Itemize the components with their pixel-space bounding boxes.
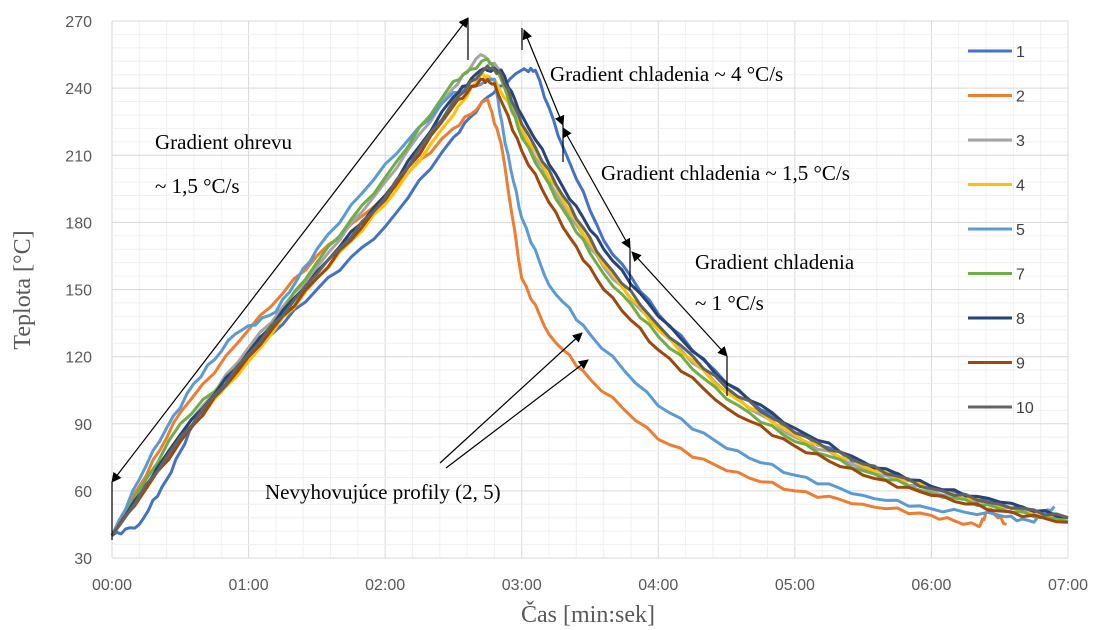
legend-label-1: 1: [1016, 44, 1025, 61]
legend-label-4: 4: [1016, 178, 1025, 195]
legend-label-9: 9: [1016, 356, 1025, 373]
x-tick-label: 03:00: [502, 577, 542, 594]
annotations: Gradient ohrevu ~ 1,5 °C/s Gradient chlade…: [155, 62, 855, 504]
x-tick-label: 02:00: [365, 577, 405, 594]
y-tick-label: 180: [65, 215, 92, 232]
x-tick-label: 01:00: [229, 577, 269, 594]
x-tick-labels: 00:00 01:00 02:00 03:00 04:00 05:00 06:00 07:00: [92, 577, 1088, 594]
annotation-ohrev1: Gradient ohrevu: [155, 130, 293, 154]
x-axis-title: Čas [min:sek]: [521, 601, 655, 628]
legend-label-3: 3: [1016, 133, 1025, 150]
annotation-arrow: [111, 17, 469, 483]
y-tick-label: 240: [65, 81, 92, 98]
annotation-arrow: [631, 251, 728, 357]
legend-label-8: 8: [1016, 311, 1025, 328]
y-tick-label: 60: [74, 484, 92, 501]
annotation-chl4: Gradient chladenia ~ 4 °C/s: [550, 62, 783, 86]
annotation-chl1a: Gradient chladenia: [695, 250, 855, 274]
legend-label-2: 2: [1016, 89, 1025, 106]
grid: [111, 20, 1069, 559]
x-tick-label: 00:00: [92, 577, 132, 594]
annotation-arrow: [522, 29, 565, 126]
y-tick-label: 90: [74, 417, 92, 434]
legend: 1 2 3 4 5 7 8 9 10: [968, 44, 1034, 417]
annotation-chl15: Gradient chladenia ~ 1,5 °C/s: [601, 161, 850, 185]
annotation-chl1b: ~ 1 °C/s: [695, 291, 764, 315]
y-tick-label: 150: [65, 283, 92, 300]
y-tick-label: 120: [65, 350, 92, 367]
annotation-arrows: [111, 17, 728, 540]
x-tick-label: 07:00: [1048, 577, 1088, 594]
x-tick-label: 04:00: [638, 577, 678, 594]
y-tick-label: 270: [65, 14, 92, 31]
y-tick-label: 30: [74, 551, 92, 568]
y-axis-title: Teplota [°C]: [10, 230, 36, 349]
annotation-nevyh: Nevyhovujúce profily (2, 5): [265, 480, 501, 504]
annotation-arrow: [562, 127, 631, 249]
y-tick-labels: 30 60 90 120 150 180 210 240 270: [65, 14, 92, 568]
legend-label-10: 10: [1016, 400, 1034, 417]
x-tick-label: 06:00: [911, 577, 951, 594]
annotation-ohrev2: ~ 1,5 °C/s: [155, 174, 240, 198]
x-tick-label: 05:00: [775, 577, 815, 594]
annotation-arrow: [445, 359, 589, 469]
legend-label-7: 7: [1016, 267, 1025, 284]
legend-label-5: 5: [1016, 222, 1025, 239]
annotation-arrow: [439, 332, 583, 464]
y-tick-label: 210: [65, 148, 92, 165]
